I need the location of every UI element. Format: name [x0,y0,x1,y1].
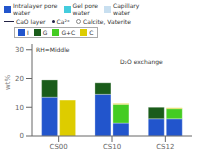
html-text:Calcite, Vaterite: Calcite, Vaterite [83,18,131,25]
html-text:G: G [42,29,48,36]
svg-text:wt%: wt% [8,75,12,90]
svg-text:CS10: CS10 [103,143,121,150]
svg-text:0: 0 [20,132,24,140]
html-text:RH=Middle: RH=Middle [36,46,70,53]
html-text:I: I [27,29,29,36]
svg-text:20: 20 [15,75,24,83]
html-text:Ca²⁺: Ca²⁺ [56,18,70,25]
html-text:CaO layer: CaO layer [16,18,46,25]
html-text:Capillary water: Capillary water [113,2,140,16]
html-text:Gel pore water: Gel pore water [72,2,98,16]
svg-text:10: 10 [15,104,24,112]
html-text:C: C [89,29,94,36]
html-text:Intralayer pore water: Intralayer pore water [13,2,58,16]
svg-text:CS00: CS00 [50,143,68,150]
svg-text:CS12: CS12 [156,143,174,150]
html-text:G+C: G+C [61,29,76,36]
html-text:D₂O exchange: D₂O exchange [120,58,163,65]
svg-text:30: 30 [15,46,24,54]
